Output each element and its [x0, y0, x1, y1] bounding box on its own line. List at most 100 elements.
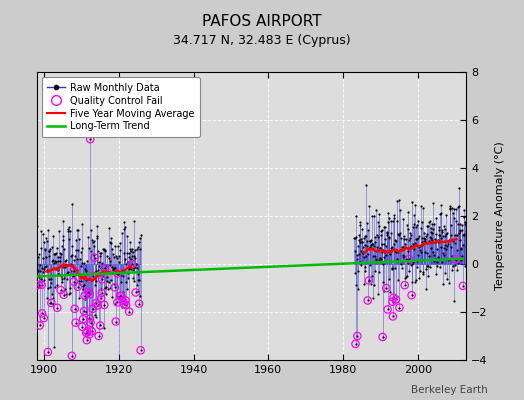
Point: [117, 279, 125, 286]
Point: [78, 260, 86, 266]
Point: [417, 202, 425, 209]
Point: [384, 306, 392, 313]
Point: [48, 244, 56, 251]
Point: [68, 200, 77, 207]
Point: [83, 328, 92, 334]
Point: [441, 270, 450, 276]
Point: [56, 254, 64, 260]
Point: [53, 271, 62, 277]
Point: [74, 247, 83, 253]
Point: [46, 284, 54, 290]
Point: [100, 302, 108, 308]
Point: [101, 246, 110, 253]
Point: [79, 283, 87, 289]
Point: [64, 226, 73, 233]
Point: [116, 272, 125, 279]
Point: [98, 276, 106, 283]
Point: [400, 236, 408, 242]
Point: [120, 301, 128, 307]
Point: [93, 223, 101, 229]
Point: [389, 294, 398, 301]
Point: [58, 243, 66, 249]
Point: [62, 262, 70, 268]
Point: [419, 271, 427, 277]
Point: [101, 265, 110, 272]
Point: [447, 222, 455, 228]
Point: [391, 264, 399, 271]
Point: [438, 229, 446, 235]
Point: [36, 262, 45, 268]
Point: [54, 228, 63, 234]
Point: [92, 313, 100, 320]
Point: [58, 264, 67, 270]
Point: [110, 265, 118, 272]
Point: [37, 276, 45, 282]
Point: [354, 243, 362, 249]
Point: [66, 290, 74, 297]
Point: [363, 238, 371, 244]
Point: [455, 221, 464, 228]
Point: [420, 230, 429, 236]
Point: [77, 278, 85, 284]
Point: [83, 328, 92, 334]
Point: [378, 249, 386, 256]
Point: [111, 264, 119, 271]
Point: [86, 315, 94, 322]
Point: [73, 256, 81, 262]
Point: [399, 216, 408, 223]
Point: [423, 263, 432, 269]
Point: [133, 246, 141, 252]
Point: [428, 220, 436, 227]
Point: [110, 254, 118, 260]
Point: [352, 233, 361, 240]
Point: [407, 292, 416, 298]
Point: [43, 227, 52, 233]
Point: [86, 136, 94, 142]
Point: [435, 210, 444, 217]
Point: [70, 257, 79, 264]
Point: [126, 239, 134, 246]
Point: [119, 273, 127, 279]
Point: [73, 227, 81, 234]
Point: [407, 262, 415, 268]
Point: [381, 224, 389, 230]
Point: [47, 280, 55, 286]
Point: [378, 226, 387, 233]
Point: [443, 230, 451, 236]
Point: [395, 304, 403, 311]
Point: [38, 282, 46, 288]
Point: [117, 292, 126, 299]
Point: [453, 266, 461, 273]
Point: [111, 301, 119, 307]
Point: [431, 239, 440, 245]
Point: [439, 250, 447, 256]
Point: [352, 282, 361, 289]
Point: [412, 264, 421, 270]
Point: [355, 222, 364, 228]
Point: [52, 245, 61, 251]
Point: [456, 228, 465, 234]
Point: [365, 277, 373, 284]
Point: [132, 261, 140, 267]
Point: [387, 265, 396, 271]
Point: [368, 212, 376, 219]
Point: [451, 232, 460, 238]
Point: [351, 341, 359, 347]
Text: 34.717 N, 32.483 E (Cyprus): 34.717 N, 32.483 E (Cyprus): [173, 34, 351, 47]
Point: [56, 250, 64, 256]
Point: [111, 243, 119, 249]
Point: [129, 248, 137, 255]
Point: [38, 310, 46, 316]
Point: [443, 243, 451, 249]
Point: [371, 252, 379, 259]
Point: [376, 245, 385, 252]
Point: [356, 219, 364, 226]
Point: [462, 244, 470, 251]
Point: [431, 256, 440, 262]
Point: [392, 256, 401, 262]
Point: [413, 258, 421, 264]
Point: [103, 253, 111, 259]
Point: [351, 341, 359, 347]
Point: [49, 300, 57, 307]
Point: [456, 236, 464, 243]
